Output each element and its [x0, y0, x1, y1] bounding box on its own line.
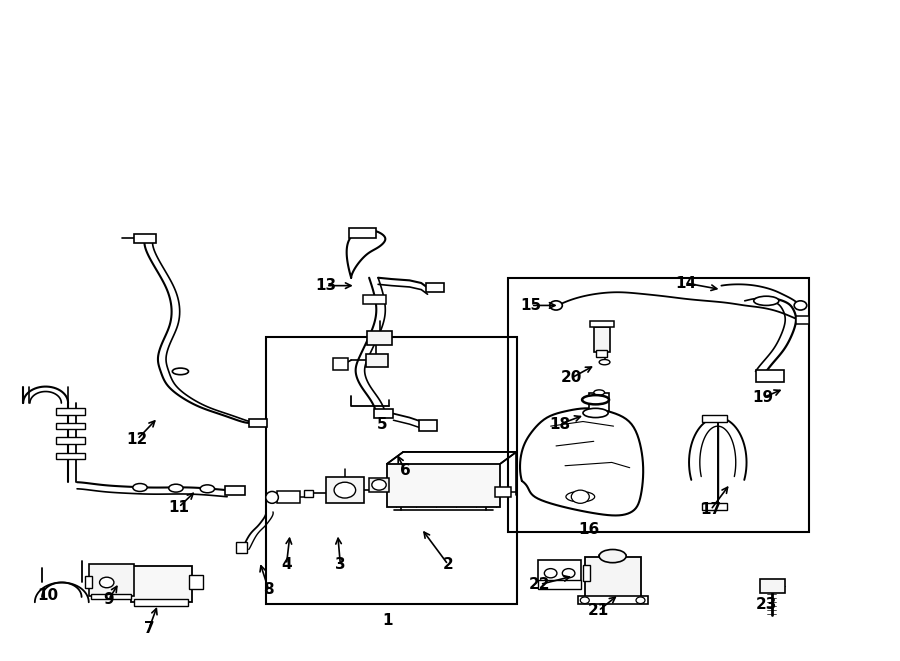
Bar [583, 564, 590, 581]
Ellipse shape [172, 368, 188, 375]
Bar [365, 354, 388, 367]
Circle shape [572, 490, 590, 503]
Text: 3: 3 [335, 557, 346, 572]
Bar [597, 350, 608, 357]
Bar [189, 574, 202, 589]
Bar [590, 321, 614, 327]
Bar [367, 330, 392, 345]
Text: 1: 1 [382, 613, 392, 628]
Bar [760, 578, 785, 593]
Bar [266, 337, 518, 604]
Bar [225, 486, 245, 495]
Circle shape [544, 568, 557, 578]
Bar [594, 327, 610, 352]
Bar [374, 409, 393, 418]
Ellipse shape [200, 485, 214, 492]
Ellipse shape [599, 549, 626, 563]
Text: 13: 13 [315, 278, 337, 293]
Bar [369, 478, 389, 492]
Text: 11: 11 [168, 500, 189, 515]
Ellipse shape [266, 491, 278, 503]
Ellipse shape [133, 484, 148, 491]
Bar [86, 576, 93, 588]
Ellipse shape [753, 296, 778, 305]
Circle shape [100, 577, 114, 588]
Bar [57, 453, 86, 459]
Bar [236, 541, 247, 553]
Bar [333, 358, 347, 370]
Bar [585, 557, 641, 600]
Text: 2: 2 [443, 557, 454, 572]
Bar [538, 580, 581, 589]
Text: 8: 8 [263, 582, 274, 597]
Ellipse shape [566, 491, 595, 502]
Text: 17: 17 [700, 502, 721, 518]
Text: 16: 16 [579, 522, 600, 537]
Bar [426, 283, 444, 292]
Text: 23: 23 [756, 597, 777, 611]
Bar [248, 419, 266, 427]
Text: 4: 4 [281, 557, 292, 572]
Bar [508, 278, 809, 531]
Bar [495, 487, 511, 496]
Bar [57, 438, 86, 444]
Text: 9: 9 [104, 592, 113, 607]
Bar [796, 316, 809, 324]
Bar [387, 464, 500, 507]
Text: 14: 14 [675, 276, 696, 290]
Text: 12: 12 [127, 432, 148, 447]
Bar [538, 560, 581, 581]
Bar [755, 370, 784, 382]
Bar [304, 490, 313, 496]
Ellipse shape [583, 408, 608, 418]
Text: 21: 21 [588, 603, 609, 618]
Bar [89, 564, 134, 596]
Text: 22: 22 [529, 577, 551, 592]
Text: 5: 5 [377, 416, 388, 432]
Text: 20: 20 [561, 371, 582, 385]
Bar [419, 420, 437, 431]
Circle shape [636, 597, 645, 603]
Circle shape [562, 568, 575, 578]
Text: 15: 15 [520, 298, 542, 313]
Circle shape [334, 483, 356, 498]
Text: 19: 19 [752, 390, 773, 405]
Bar [326, 477, 364, 503]
Bar [57, 408, 86, 415]
Text: 18: 18 [549, 416, 571, 432]
Bar [702, 415, 727, 422]
Bar [134, 233, 157, 243]
Ellipse shape [599, 360, 610, 365]
Bar [57, 423, 86, 430]
Bar [349, 227, 376, 238]
Circle shape [794, 301, 806, 310]
Bar [702, 503, 727, 510]
Ellipse shape [168, 485, 183, 492]
Text: 10: 10 [37, 588, 58, 603]
Ellipse shape [594, 390, 605, 395]
Bar [131, 566, 192, 602]
Bar [578, 596, 648, 604]
Bar [277, 491, 300, 503]
Text: 6: 6 [400, 463, 410, 478]
Bar [134, 599, 187, 605]
Bar [91, 594, 131, 599]
Bar [590, 393, 609, 411]
Text: 7: 7 [144, 621, 154, 636]
Circle shape [580, 597, 590, 603]
Bar [363, 295, 386, 304]
Circle shape [550, 301, 562, 310]
Ellipse shape [582, 395, 609, 405]
Circle shape [372, 480, 386, 490]
